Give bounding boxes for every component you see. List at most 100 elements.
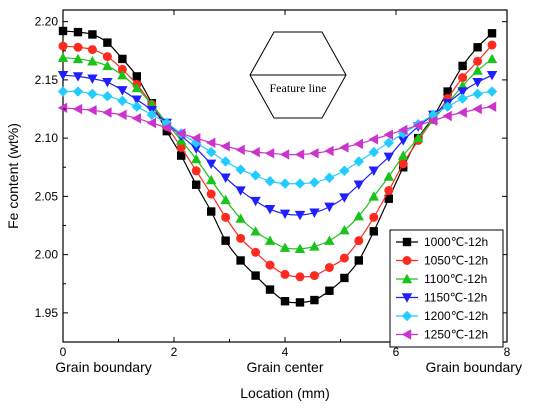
- data-point: [161, 117, 172, 129]
- region-labels: Grain boundary Grain center Grain boundary: [55, 359, 522, 375]
- data-point: [354, 256, 364, 265]
- data-point: [87, 74, 98, 84]
- data-point: [191, 144, 202, 154]
- data-point: [117, 70, 128, 80]
- data-point: [472, 88, 483, 100]
- data-point: [383, 171, 394, 181]
- x-tick-label: 8: [504, 345, 511, 359]
- data-point: [458, 73, 468, 83]
- data-point: [102, 52, 112, 62]
- data-point: [353, 180, 365, 190]
- data-point: [264, 235, 276, 245]
- x-tick-label: 2: [171, 345, 178, 359]
- data-point: [88, 30, 97, 39]
- data-point: [280, 269, 290, 279]
- data-point: [265, 260, 275, 270]
- legend-label: 1200℃-12h: [424, 309, 488, 323]
- legend-entry: 1200℃-12h: [396, 309, 488, 323]
- data-point: [339, 193, 350, 203]
- legend-marker: [401, 293, 413, 303]
- data-point: [205, 146, 217, 158]
- data-point: [442, 101, 453, 112]
- data-point: [279, 209, 291, 220]
- data-point: [295, 272, 305, 282]
- data-point: [192, 180, 201, 189]
- data-point: [339, 142, 349, 153]
- data-point: [309, 177, 320, 188]
- data-point: [309, 208, 320, 218]
- data-point: [131, 95, 143, 105]
- y-tick-label: 2.00: [35, 248, 59, 262]
- data-point: [309, 241, 320, 251]
- data-point: [250, 196, 261, 207]
- legend-marker: [401, 273, 413, 284]
- data-point: [369, 227, 378, 236]
- data-point: [191, 166, 201, 176]
- ticks-layer: 0 2 4 6 8 1.95 2.00 2.05 2.10 2.15 2.20: [35, 10, 511, 359]
- x-tick-label: 4: [282, 345, 289, 359]
- x-tick-label: 0: [60, 345, 67, 359]
- data-point: [487, 40, 497, 50]
- data-point: [383, 152, 394, 162]
- data-point: [58, 41, 68, 51]
- data-point: [353, 210, 365, 221]
- data-point: [176, 128, 186, 139]
- data-point: [220, 194, 231, 205]
- data-point: [220, 173, 231, 183]
- data-point: [398, 159, 408, 169]
- data-point: [206, 189, 216, 199]
- data-point: [294, 210, 306, 221]
- data-point: [57, 52, 69, 62]
- data-point: [486, 101, 497, 112]
- y-tick-label: 2.20: [35, 15, 59, 29]
- data-point: [368, 166, 379, 176]
- data-point: [457, 93, 468, 104]
- data-point: [117, 86, 128, 96]
- data-point: [279, 149, 290, 160]
- data-point: [339, 224, 350, 235]
- data-point: [353, 138, 364, 150]
- data-point: [369, 212, 379, 222]
- data-point: [131, 101, 143, 112]
- legend: 1000℃-12h 1050℃-12h 1100℃-12h 1150℃-12h 1200…: [389, 229, 504, 348]
- legend-label: 1050℃-12h: [424, 254, 488, 268]
- y-tick-label: 2.10: [35, 131, 59, 145]
- data-point: [73, 27, 83, 37]
- data-point: [443, 87, 452, 96]
- data-point: [87, 88, 98, 100]
- data-point: [236, 233, 246, 243]
- x-tick-label: 6: [393, 345, 400, 359]
- data-point: [235, 186, 246, 196]
- data-point: [191, 153, 202, 164]
- data-point: [57, 86, 69, 97]
- data-point: [161, 122, 171, 133]
- data-point: [294, 149, 305, 160]
- data-point: [354, 236, 364, 246]
- data-point: [383, 129, 393, 140]
- series-3: [57, 52, 498, 254]
- data-point: [427, 115, 438, 126]
- data-point: [398, 150, 409, 160]
- data-point: [72, 72, 84, 82]
- data-point: [117, 109, 127, 121]
- region-label: Grain boundary: [425, 359, 522, 375]
- data-point: [250, 226, 261, 236]
- data-point: [131, 82, 143, 93]
- data-point: [205, 159, 217, 169]
- data-point: [73, 42, 83, 52]
- data-point: [162, 126, 171, 136]
- data-point: [191, 132, 201, 144]
- data-point: [427, 109, 439, 121]
- data-point: [102, 60, 113, 71]
- data-point: [264, 176, 276, 187]
- data-point: [117, 95, 128, 107]
- data-point: [265, 285, 275, 294]
- data-point: [87, 56, 98, 66]
- data-point: [131, 113, 142, 124]
- region-label: Grain boundary: [55, 359, 152, 375]
- data-point: [251, 271, 260, 280]
- data-point: [146, 117, 156, 129]
- data-point: [103, 38, 112, 47]
- data-point: [324, 262, 334, 272]
- data-point: [413, 132, 424, 143]
